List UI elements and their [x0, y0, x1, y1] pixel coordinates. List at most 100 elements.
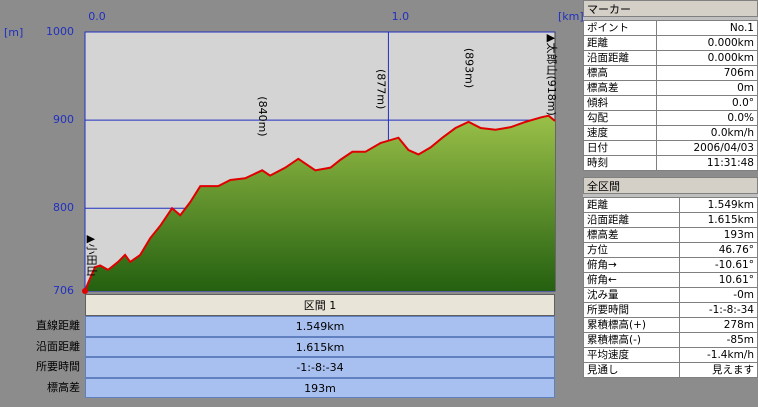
row-value: 193m — [85, 377, 555, 398]
info-value: -1.4km/h — [678, 347, 758, 363]
info-label: 標高差 — [583, 227, 680, 243]
row-label: 所要時間 — [36, 360, 80, 373]
total-panel: 全区間 距離 1.549km 沿面距離 1.615km 標高差 193m 方位 46.76° 俯角… — [583, 177, 758, 378]
info-label: 方位 — [583, 242, 680, 258]
info-value: 0.000km — [656, 50, 758, 66]
info-label: ポイント — [582, 20, 658, 36]
area-fill — [85, 115, 555, 291]
info-value: 0m — [656, 80, 758, 96]
info-label: 見通し — [583, 362, 680, 378]
info-value: -85m — [678, 332, 758, 348]
info-row: 俯角← 10.61° — [583, 272, 758, 288]
info-value: 0.0° — [656, 95, 758, 111]
info-row: 沿面距離 1.615km — [583, 212, 758, 228]
info-label: 累積標高(+) — [583, 317, 680, 333]
info-label: 標高 — [582, 65, 658, 81]
info-value: 2006/04/03 — [656, 140, 758, 156]
info-label: 距離 — [583, 197, 680, 213]
annotation: ▲太郎山(918m) — [545, 34, 559, 116]
info-label: 時刻 — [582, 155, 658, 171]
info-row: 傾斜 0.0° — [582, 95, 758, 111]
info-row: 標高差 0m — [582, 80, 758, 96]
info-value: 193m — [678, 227, 758, 243]
info-label: 距離 — [582, 35, 658, 51]
info-value: No.1 — [656, 20, 758, 36]
x-unit: [km] — [558, 10, 584, 23]
info-row: 平均速度 -1.4km/h — [583, 347, 758, 363]
info-row: ポイント No.1 — [582, 20, 758, 36]
info-label: 沿面距離 — [582, 50, 658, 66]
row-label: 標高差 — [47, 380, 80, 394]
section-row: 所要時間 -1:-8:-34 — [0, 357, 556, 378]
row-label: 直線距離 — [36, 319, 80, 332]
info-row: 沿面距離 0.000km — [582, 50, 758, 66]
y-tick-label: 1000 — [46, 25, 74, 38]
info-row: 距離 1.549km — [583, 197, 758, 213]
info-label: 所要時間 — [583, 302, 680, 318]
info-label: 標高差 — [582, 80, 658, 96]
annotation: (893m) — [463, 48, 476, 88]
section-row: 沿面距離 1.615km — [0, 336, 556, 357]
y-tick-label: 900 — [53, 113, 74, 126]
info-value: 278m — [678, 317, 758, 333]
info-value: 706m — [656, 65, 758, 81]
info-row: 見通し 見えます — [583, 362, 758, 378]
y-tick-label: 706 — [53, 284, 74, 297]
row-label: 沿面距離 — [36, 339, 80, 353]
info-value: 10.61° — [678, 272, 758, 288]
row-value: 1.615km — [85, 336, 555, 357]
profile-line — [84, 114, 556, 292]
info-row: 標高差 193m — [583, 227, 758, 243]
row-value: -1:-8:-34 — [85, 357, 555, 378]
row-value: 1.549km — [85, 316, 555, 337]
x-tick-label: 0.0 — [88, 10, 106, 23]
info-row: 標高 706m — [582, 65, 758, 81]
info-row: 方位 46.76° — [583, 242, 758, 258]
info-value: 46.76° — [678, 242, 758, 258]
info-label: 勾配 — [582, 110, 658, 126]
info-row: 距離 0.000km — [582, 35, 758, 51]
info-value: -0m — [678, 287, 758, 303]
info-value: 0.0% — [656, 110, 758, 126]
info-value: 見えます — [678, 362, 758, 378]
info-row: 沈み量 -0m — [583, 287, 758, 303]
section-header: 区間 1 — [85, 294, 555, 316]
info-value: 1.549km — [678, 197, 758, 213]
info-value: 1.615km — [678, 212, 758, 228]
info-label: 速度 — [582, 125, 658, 141]
info-label: 累積標高(-) — [583, 332, 680, 348]
annotation: (877m) — [375, 69, 388, 109]
section-row: 直線距離 1.549km — [0, 316, 556, 337]
info-label: 俯角← — [583, 272, 680, 288]
info-label: 俯角→ — [583, 257, 680, 273]
info-row: 速度 0.0km/h — [582, 125, 758, 141]
info-label: 沈み量 — [583, 287, 680, 303]
info-value: 0.000km — [656, 35, 758, 51]
marker-panel: マーカー ポイント No.1 距離 0.000km 沿面距離 0.000km 標高 706m 標高… — [582, 0, 758, 171]
info-row: 所要時間 -1:-8:-34 — [583, 302, 758, 318]
info-row: 累積標高(+) 278m — [583, 317, 758, 333]
info-table: ポイント No.1 距離 0.000km 沿面距離 0.000km 標高 706m 標高差 0m 傾… — [582, 20, 758, 171]
info-row: 勾配 0.0% — [582, 110, 758, 126]
panel-title: 全区間 — [583, 177, 758, 194]
y-unit: [m] — [4, 26, 23, 39]
section-table: 区間 1 直線距離 1.549km 沿面距離 1.615km 所要時間 -1:-8:-34 標… — [0, 294, 556, 398]
info-label: 沿面距離 — [583, 212, 680, 228]
info-row: 時刻 11:31:48 — [582, 155, 758, 171]
section-row: 標高差 193m — [0, 377, 556, 398]
info-value: 11:31:48 — [656, 155, 758, 171]
marker-point — [82, 288, 88, 294]
info-label: 平均速度 — [583, 347, 680, 363]
panel-title: マーカー — [583, 0, 758, 17]
info-value: 0.0km/h — [656, 125, 758, 141]
y-tick-label: 800 — [53, 201, 74, 214]
annotation: (840m) — [256, 96, 269, 136]
info-value: -1:-8:-34 — [678, 302, 758, 318]
info-table: 距離 1.549km 沿面距離 1.615km 標高差 193m 方位 46.76° 俯角→ -1… — [583, 197, 758, 378]
info-row: 俯角→ -10.61° — [583, 257, 758, 273]
info-label: 傾斜 — [582, 95, 658, 111]
info-label: 日付 — [582, 140, 658, 156]
x-tick-label: 1.0 — [392, 10, 410, 23]
